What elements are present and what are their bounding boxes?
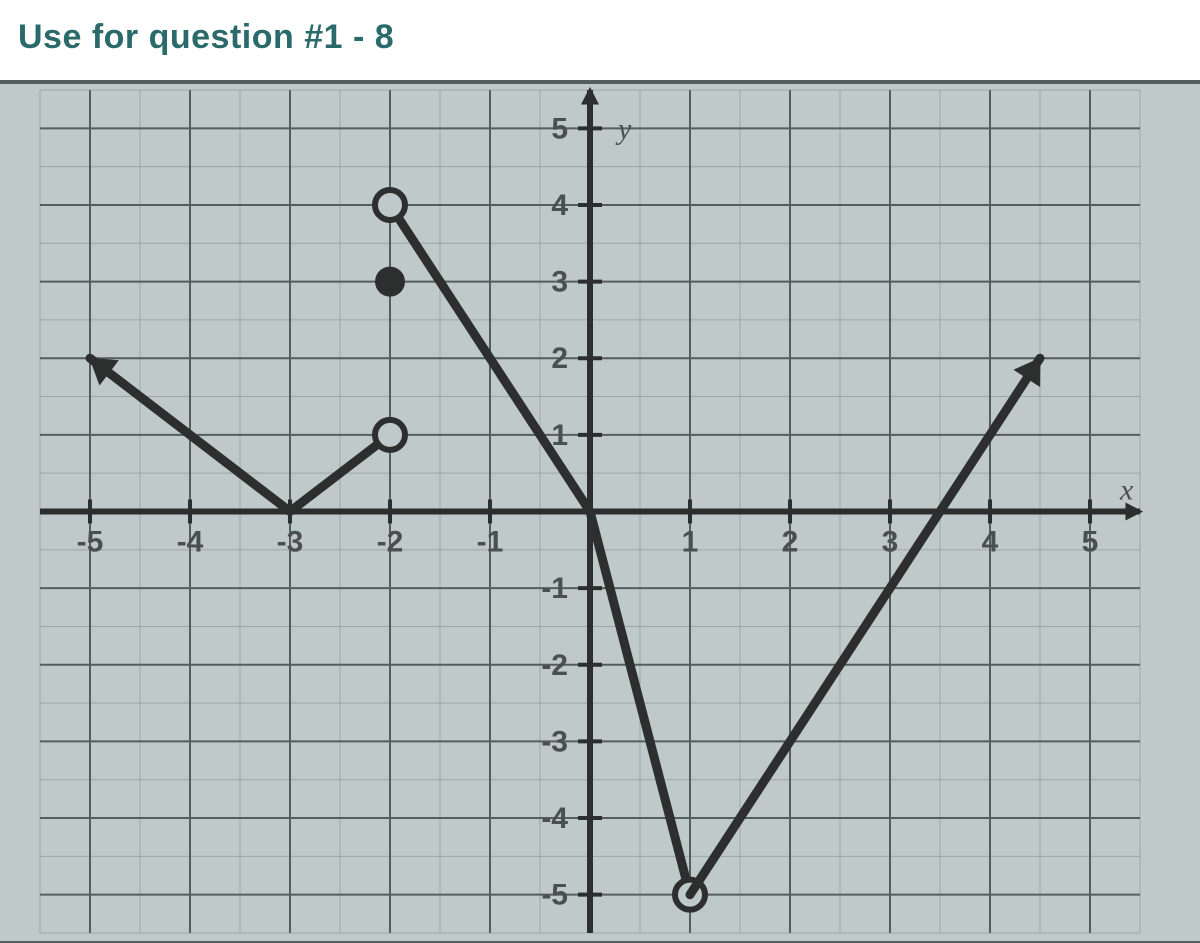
y-tick-label: -2 xyxy=(541,649,568,682)
y-tick-label: -5 xyxy=(541,879,568,912)
y-tick-label: -1 xyxy=(541,572,568,605)
x-tick-label: -3 xyxy=(277,526,304,559)
y-axis-label: y xyxy=(615,112,632,145)
x-tick-label: 4 xyxy=(982,526,999,559)
chart-svg: -5 -4 -3 -2 -1 1 2 3 4 5 -5 -4 -3 -2 -1 1 2 3 4 5 y x xyxy=(0,80,1200,943)
y-tick-label: 3 xyxy=(551,266,568,299)
open-point-icon xyxy=(375,190,405,220)
y-tick-label: 2 xyxy=(551,342,568,375)
x-tick-label: 5 xyxy=(1082,526,1099,559)
piecewise-function-chart: -5 -4 -3 -2 -1 1 2 3 4 5 -5 -4 -3 -2 -1 1 2 3 4 5 y x xyxy=(0,80,1200,943)
x-tick-label: -4 xyxy=(177,526,204,559)
x-tick-label: -1 xyxy=(477,526,504,559)
x-tick-label: 2 xyxy=(782,526,799,559)
x-tick-label: 3 xyxy=(882,526,899,559)
y-tick-label: 1 xyxy=(551,419,568,452)
x-tick-label: -2 xyxy=(377,526,404,559)
y-tick-label: -3 xyxy=(541,725,568,758)
x-axis-label: x xyxy=(1119,474,1134,507)
open-point-icon xyxy=(375,420,405,450)
instruction-heading: Use for question #1 - 8 xyxy=(18,18,394,57)
y-tick-label: 5 xyxy=(551,112,568,145)
x-tick-label: 1 xyxy=(682,526,699,559)
x-tick-label: -5 xyxy=(77,526,104,559)
y-tick-label: -4 xyxy=(541,802,568,835)
closed-point-icon xyxy=(375,267,405,297)
y-tick-label: 4 xyxy=(551,189,568,222)
